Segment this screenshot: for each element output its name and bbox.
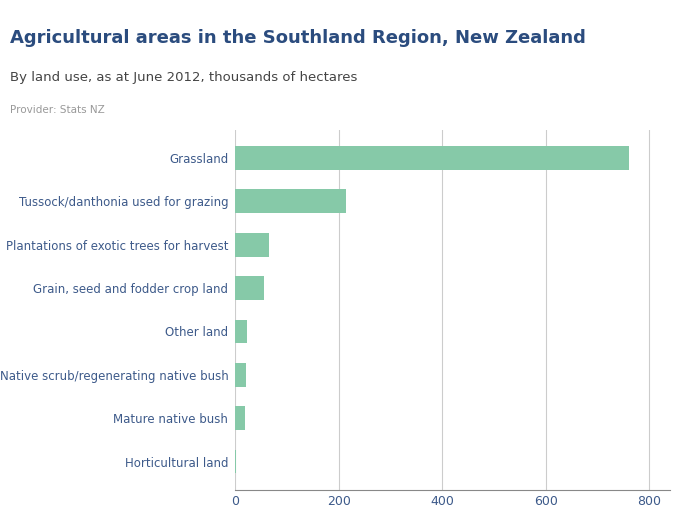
Bar: [235, 363, 246, 387]
Text: Agricultural areas in the Southland Region, New Zealand: Agricultural areas in the Southland Regi…: [10, 29, 587, 47]
Text: Provider: Stats NZ: Provider: Stats NZ: [10, 105, 105, 115]
Bar: [235, 276, 264, 300]
Text: figure.nz: figure.nz: [580, 20, 664, 37]
Bar: [235, 190, 346, 213]
Bar: [235, 320, 246, 343]
Bar: [235, 406, 244, 430]
Bar: [235, 233, 269, 257]
Bar: [235, 146, 629, 170]
Bar: [235, 449, 236, 474]
Text: By land use, as at June 2012, thousands of hectares: By land use, as at June 2012, thousands …: [10, 71, 358, 84]
